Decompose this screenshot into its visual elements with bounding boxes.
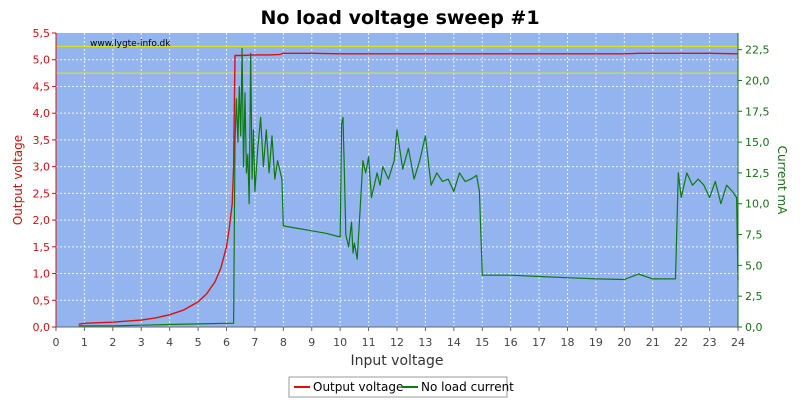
legend: Output voltage No load current <box>288 376 514 398</box>
x-tick-label: 15 <box>475 336 489 349</box>
grid <box>56 33 738 327</box>
y-left-tick-label: 5,0 <box>33 54 51 67</box>
y-right-tick-label: 12,5 <box>745 167 770 180</box>
y-right-tick-label: 15,0 <box>745 136 770 149</box>
y-right-axis-ticks: 0,0 2,5 5,0 7,5 10,0 12,5 15,0 17,5 20,0 22,5 <box>738 44 770 334</box>
x-tick-label: 13 <box>418 336 432 349</box>
x-tick-label: 14 <box>447 336 461 349</box>
y-left-tick-label: 2,0 <box>33 214 51 227</box>
x-tick-label: 0 <box>53 336 60 349</box>
y-right-tick-label: 22,5 <box>745 44 770 57</box>
chart-title: No load voltage sweep #1 <box>260 7 539 29</box>
y-right-tick-label: 20,0 <box>745 74 770 87</box>
x-tick-label: 11 <box>362 336 376 349</box>
series-line-output-voltage <box>78 52 739 325</box>
series-line-no-load-current <box>78 47 739 327</box>
y-left-tick-label: 1,5 <box>33 241 51 254</box>
y-right-tick-label: 2,5 <box>745 290 763 303</box>
y-left-tick-label: 4,5 <box>33 80 51 93</box>
y-left-tick-label: 4,0 <box>33 107 51 120</box>
x-tick-label: 21 <box>646 336 660 349</box>
y-right-tick-label: 7,5 <box>745 229 763 242</box>
y-right-tick-label: 5,0 <box>745 259 763 272</box>
x-tick-label: 23 <box>703 336 717 349</box>
x-tick-label: 6 <box>223 336 230 349</box>
plot-area: www.lygte-info.dk <box>56 33 739 327</box>
x-tick-label: 19 <box>589 336 603 349</box>
y-right-tick-label: 0,0 <box>745 321 763 334</box>
x-tick-label: 18 <box>561 336 575 349</box>
y-right-tick-label: 10,0 <box>745 198 770 211</box>
x-tick-label: 1 <box>81 336 88 349</box>
legend-label-output-voltage: Output voltage <box>313 380 403 394</box>
x-tick-label: 4 <box>166 336 173 349</box>
x-tick-label: 10 <box>333 336 347 349</box>
y-left-tick-label: 5,5 <box>33 27 51 40</box>
y-left-tick-label: 0,0 <box>33 321 51 334</box>
x-tick-label: 5 <box>195 336 202 349</box>
series-layer <box>78 47 739 327</box>
x-tick-label: 2 <box>109 336 116 349</box>
x-tick-label: 16 <box>504 336 518 349</box>
legend-label-no-load-current: No load current <box>421 380 514 394</box>
y-left-tick-label: 1,0 <box>33 268 51 281</box>
y-left-tick-label: 2,5 <box>33 187 51 200</box>
y-right-axis-label: Current mA <box>775 146 789 216</box>
x-tick-label: 22 <box>674 336 688 349</box>
y-right-tick-label: 17,5 <box>745 105 770 118</box>
y-left-tick-label: 3,0 <box>33 161 51 174</box>
reference-lines <box>56 45 738 74</box>
x-tick-label: 20 <box>617 336 631 349</box>
x-tick-label: 8 <box>280 336 287 349</box>
x-axis-label: Input voltage <box>350 353 443 369</box>
x-axis-ticks: 0 1 2 3 4 5 6 7 8 9 10 11 12 13 14 15 16 17 18 19 20 21 22 23 24 <box>53 327 745 349</box>
x-tick-label: 24 <box>731 336 745 349</box>
legend-box <box>288 376 508 398</box>
x-tick-label: 12 <box>390 336 404 349</box>
x-tick-label: 3 <box>138 336 145 349</box>
y-left-axis-label: Output voltage <box>11 135 25 225</box>
x-tick-label: 9 <box>308 336 315 349</box>
watermark: www.lygte-info.dk <box>90 39 171 49</box>
x-tick-label: 7 <box>251 336 258 349</box>
x-tick-label: 17 <box>532 336 546 349</box>
y-left-tick-label: 3,5 <box>33 134 51 147</box>
y-left-tick-label: 0,5 <box>33 294 51 307</box>
y-left-axis-ticks: 0,0 0,5 1,0 1,5 2,0 2,5 3,0 3,5 4,0 4,5 5,0 5,5 <box>33 27 56 334</box>
